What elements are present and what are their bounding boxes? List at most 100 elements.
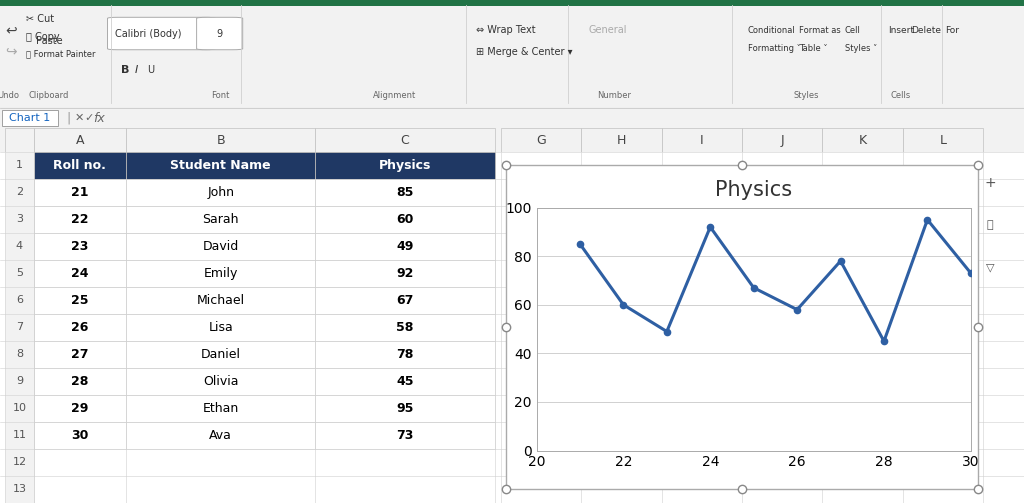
Text: 73: 73 bbox=[396, 429, 414, 442]
Text: Roll no.: Roll no. bbox=[53, 159, 106, 172]
Text: Styles ˅: Styles ˅ bbox=[845, 44, 878, 53]
Text: C: C bbox=[400, 134, 410, 146]
Text: 78: 78 bbox=[396, 348, 414, 361]
Bar bbox=[582, 128, 662, 152]
Text: 26: 26 bbox=[72, 321, 88, 334]
Text: Ethan: Ethan bbox=[203, 402, 239, 415]
Text: 45: 45 bbox=[396, 375, 414, 388]
Bar bbox=[34, 233, 126, 260]
Text: 13: 13 bbox=[12, 484, 27, 494]
Text: 4: 4 bbox=[16, 241, 23, 252]
Text: 5: 5 bbox=[16, 269, 23, 279]
Bar bbox=[34, 287, 126, 314]
Text: Delete: Delete bbox=[910, 26, 941, 35]
Text: H: H bbox=[616, 134, 626, 146]
Text: 22: 22 bbox=[71, 213, 89, 226]
Text: |: | bbox=[67, 112, 71, 125]
Text: U: U bbox=[147, 65, 155, 75]
Text: 🖌 Format Painter: 🖌 Format Painter bbox=[26, 50, 95, 58]
Bar bbox=[34, 260, 126, 287]
FancyBboxPatch shape bbox=[2, 110, 58, 126]
Bar bbox=[315, 206, 495, 233]
Bar bbox=[126, 314, 315, 341]
Text: ↪: ↪ bbox=[5, 45, 16, 59]
Bar bbox=[126, 179, 315, 206]
Bar bbox=[506, 165, 978, 489]
Text: A: A bbox=[76, 134, 84, 146]
Bar bbox=[501, 128, 582, 152]
Bar bbox=[34, 422, 126, 449]
Text: L: L bbox=[939, 134, 946, 146]
Bar bbox=[499, 152, 1024, 503]
Text: Formatting ˅: Formatting ˅ bbox=[748, 44, 801, 53]
Text: 🖊: 🖊 bbox=[987, 220, 993, 230]
Text: Clipboard: Clipboard bbox=[29, 91, 70, 100]
Bar bbox=[34, 179, 126, 206]
Bar bbox=[315, 260, 495, 287]
Text: 92: 92 bbox=[396, 267, 414, 280]
Bar bbox=[315, 152, 495, 179]
Text: ⇔ Wrap Text: ⇔ Wrap Text bbox=[476, 25, 536, 35]
Text: Alignment: Alignment bbox=[373, 91, 416, 100]
Bar bbox=[0, 0, 1024, 7]
Text: ▽: ▽ bbox=[986, 262, 994, 272]
Bar bbox=[315, 128, 495, 152]
Text: Emily: Emily bbox=[204, 267, 238, 280]
Bar bbox=[126, 152, 315, 179]
Text: Daniel: Daniel bbox=[201, 348, 241, 361]
Bar bbox=[126, 260, 315, 287]
Text: Calibri (Body): Calibri (Body) bbox=[116, 29, 181, 39]
Bar bbox=[822, 128, 903, 152]
Text: B: B bbox=[216, 134, 225, 146]
FancyBboxPatch shape bbox=[197, 17, 243, 50]
Text: Format as: Format as bbox=[799, 26, 841, 35]
Text: Olivia: Olivia bbox=[203, 375, 239, 388]
Text: 28: 28 bbox=[72, 375, 88, 388]
Text: For: For bbox=[945, 26, 959, 35]
Text: 1: 1 bbox=[16, 160, 23, 171]
Text: 58: 58 bbox=[396, 321, 414, 334]
Text: Insert: Insert bbox=[888, 26, 914, 35]
Bar bbox=[126, 422, 315, 449]
Bar bbox=[126, 233, 315, 260]
Bar bbox=[34, 152, 126, 179]
Text: Lisa: Lisa bbox=[208, 321, 233, 334]
Text: B: B bbox=[121, 65, 129, 75]
Bar bbox=[34, 128, 126, 152]
Text: 85: 85 bbox=[396, 186, 414, 199]
Text: 67: 67 bbox=[396, 294, 414, 307]
Text: Font: Font bbox=[211, 91, 229, 100]
Text: 7: 7 bbox=[16, 322, 23, 332]
Text: 11: 11 bbox=[12, 431, 27, 441]
Text: +: + bbox=[984, 176, 996, 190]
Text: Physics: Physics bbox=[379, 159, 431, 172]
Text: ⎘ Copy: ⎘ Copy bbox=[26, 32, 59, 42]
FancyBboxPatch shape bbox=[108, 17, 215, 50]
Bar bbox=[315, 422, 495, 449]
Bar bbox=[315, 395, 495, 422]
Bar bbox=[315, 233, 495, 260]
Bar bbox=[741, 128, 822, 152]
Text: Conditional: Conditional bbox=[748, 26, 796, 35]
Text: Ava: Ava bbox=[209, 429, 232, 442]
Text: fx: fx bbox=[93, 112, 104, 125]
Text: Table ˅: Table ˅ bbox=[799, 44, 827, 53]
Text: 23: 23 bbox=[72, 240, 88, 253]
Text: 3: 3 bbox=[16, 214, 23, 224]
Text: 27: 27 bbox=[71, 348, 89, 361]
Text: 2: 2 bbox=[16, 188, 23, 197]
Bar bbox=[315, 179, 495, 206]
Text: ✕: ✕ bbox=[75, 113, 84, 123]
Bar bbox=[5, 152, 34, 503]
Bar bbox=[26, 16, 72, 81]
Text: 29: 29 bbox=[72, 402, 88, 415]
Bar bbox=[315, 341, 495, 368]
Bar bbox=[126, 206, 315, 233]
Bar bbox=[34, 395, 126, 422]
Text: 49: 49 bbox=[396, 240, 414, 253]
Text: General: General bbox=[589, 25, 628, 35]
Bar bbox=[34, 206, 126, 233]
Bar bbox=[315, 368, 495, 395]
Text: Cells: Cells bbox=[891, 91, 911, 100]
Text: 8: 8 bbox=[16, 350, 23, 360]
